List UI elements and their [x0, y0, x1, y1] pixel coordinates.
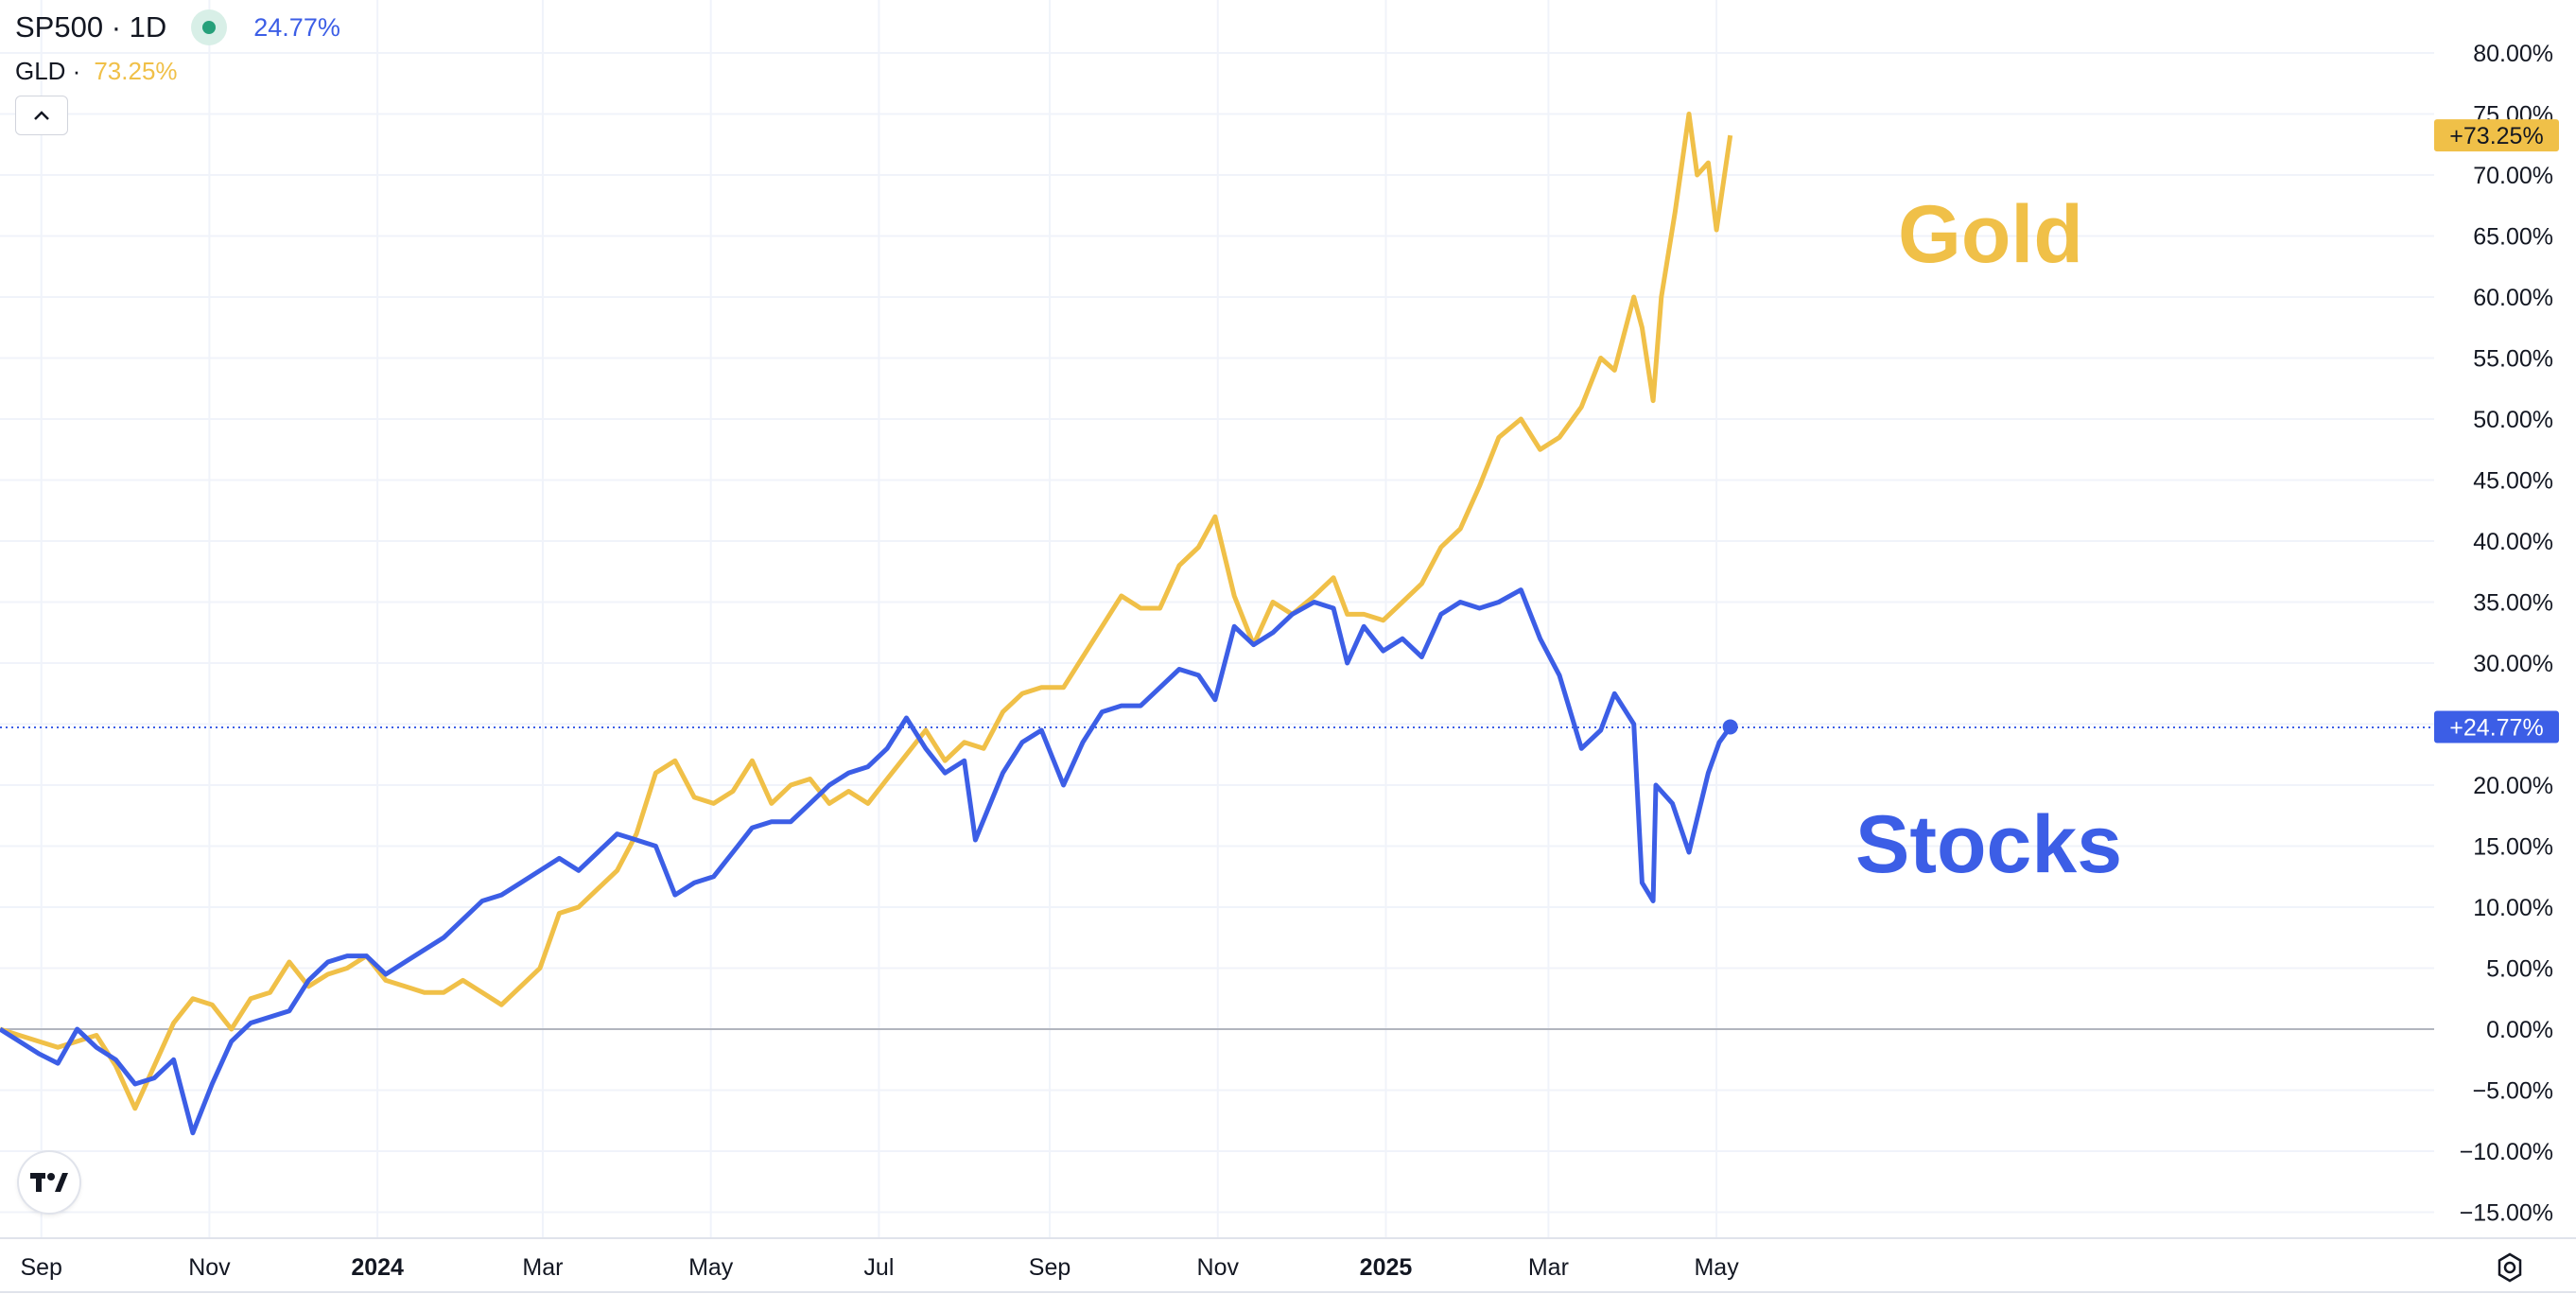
settings-gear-icon[interactable]	[2491, 1249, 2529, 1286]
y-tick-label: 10.00%	[2473, 895, 2553, 921]
x-tick-label: Nov	[1197, 1254, 1240, 1281]
series-lines	[0, 112, 1738, 1136]
x-tick-label: Sep	[20, 1254, 61, 1281]
y-tick-label: 65.00%	[2473, 224, 2553, 251]
chevron-up-icon	[34, 111, 49, 120]
y-tick-label: 0.00%	[2486, 1017, 2553, 1043]
sp500-value: 24.77%	[253, 12, 340, 42]
gold-annotation: Gold	[1898, 189, 2083, 280]
x-axis-ticks: Sep Nov 2024 Mar May Jul Sep Nov 2025 Mar May	[20, 1254, 1739, 1281]
tv-logo-glyph	[30, 1173, 68, 1192]
x-tick-label: Sep	[1029, 1254, 1070, 1281]
price-label-text: +73.25%	[2449, 123, 2543, 149]
x-tick-label: Mar	[1528, 1254, 1569, 1281]
live-status-dot-icon	[191, 9, 228, 45]
y-tick-label: 5.00%	[2486, 956, 2553, 983]
gld-value: 73.25%	[94, 57, 178, 85]
stocks-annotation: Stocks	[1855, 799, 2122, 890]
y-tick-label: 20.00%	[2473, 773, 2553, 799]
x-tick-label: Jul	[863, 1254, 894, 1281]
y-tick-label: 30.00%	[2473, 651, 2553, 677]
legend-compare-symbol: GLD · 73.25%	[15, 57, 178, 86]
gld-symbol[interactable]: GLD ·	[15, 57, 81, 85]
collapse-legend-button[interactable]	[15, 96, 68, 135]
y-tick-label: 60.00%	[2473, 285, 2553, 311]
x-tick-label: 2025	[1360, 1254, 1413, 1281]
x-tick-label: Mar	[522, 1254, 563, 1281]
y-tick-label: 15.00%	[2473, 834, 2553, 861]
series-line-sp500	[0, 587, 1732, 1136]
price-label-badge	[2434, 119, 2559, 152]
y-tick-label: 40.00%	[2473, 529, 2553, 555]
symbol-title[interactable]: SP500 · 1D	[15, 10, 167, 44]
y-tick-label: −15.00%	[2460, 1200, 2553, 1227]
x-tick-label: 2024	[351, 1254, 404, 1281]
x-tick-label: May	[1694, 1254, 1739, 1281]
price-label-text: +24.77%	[2449, 714, 2543, 741]
y-tick-label: −5.00%	[2473, 1078, 2554, 1105]
settings-glyph	[2498, 1252, 2522, 1283]
y-tick-label: 50.00%	[2473, 407, 2553, 433]
y-tick-label: 45.00%	[2473, 468, 2553, 495]
grid-lines	[0, 0, 2434, 1238]
x-tick-label: May	[688, 1254, 734, 1281]
legend-main-symbol: SP500 · 1D 24.77%	[15, 9, 340, 45]
x-tick-label: Nov	[188, 1254, 231, 1281]
price-label-badge	[2434, 710, 2559, 743]
series-line-gld	[0, 112, 1733, 1111]
y-tick-label: 55.00%	[2473, 346, 2553, 373]
tradingview-logo-icon[interactable]	[19, 1152, 79, 1213]
sp500-last-point	[1722, 719, 1738, 735]
y-tick-label: −10.00%	[2460, 1139, 2553, 1165]
price-labels: +73.25% +24.77%	[2434, 119, 2559, 743]
y-tick-label: 80.00%	[2473, 41, 2553, 67]
y-tick-label: 35.00%	[2473, 590, 2553, 617]
y-tick-label: 70.00%	[2473, 163, 2553, 189]
y-axis-ticks: 80.00%75.00%70.00%65.00%60.00%55.00%50.0…	[2460, 41, 2553, 1227]
